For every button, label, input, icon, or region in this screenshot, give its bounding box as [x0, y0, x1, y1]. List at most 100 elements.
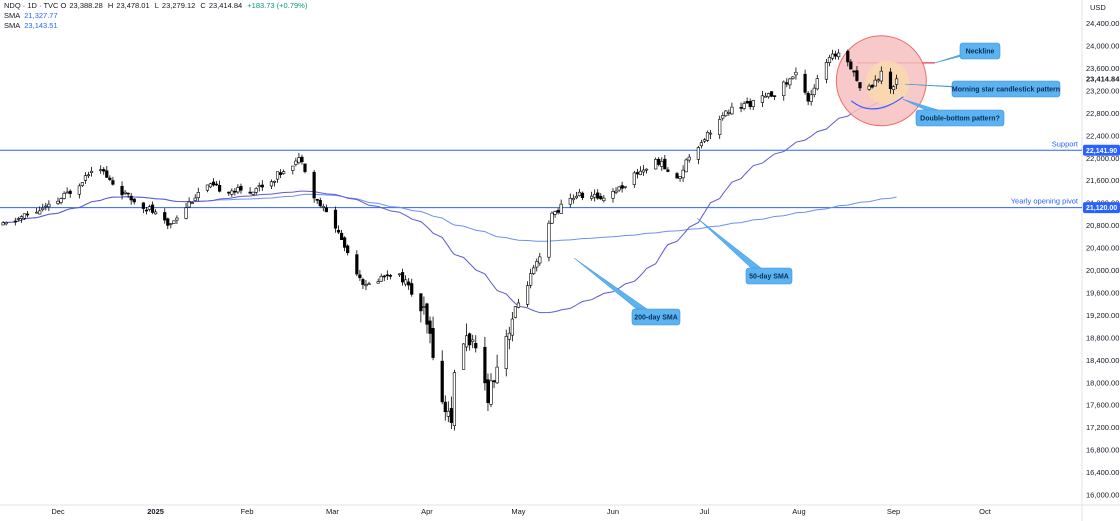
time-tick-label: Oct	[979, 507, 992, 516]
moving-averages	[3, 94, 897, 314]
candle-body	[83, 175, 88, 181]
candle-body	[812, 87, 816, 95]
time-tick-label: Jul	[700, 507, 710, 516]
candle-body	[1, 222, 5, 226]
time-tick-label: May	[511, 507, 525, 516]
candle-body	[77, 185, 81, 195]
candle-body	[855, 70, 859, 81]
candle-body	[809, 94, 813, 102]
candle-body	[827, 57, 832, 64]
candle-body	[248, 191, 252, 194]
candle-body	[876, 79, 880, 82]
candle-body	[385, 274, 389, 277]
candle-body	[321, 206, 325, 208]
candle-body	[236, 187, 240, 193]
candle-body	[815, 78, 819, 90]
price-tick-label: 16,800.00	[1086, 446, 1119, 455]
time-axis: Dec 2025 Feb Mar Apr May Jun Jul Aug Sep Oct	[51, 507, 991, 516]
candle-body	[837, 52, 841, 58]
candle-body	[324, 207, 328, 213]
neckline-callout-text: Neckline	[966, 49, 995, 56]
double-bottom-callout-box	[915, 109, 1005, 127]
close-label: C	[200, 1, 206, 10]
candle-body	[687, 156, 691, 161]
candle-body	[675, 173, 679, 179]
candles	[1, 49, 899, 431]
candle-body	[535, 261, 539, 268]
candle-body	[105, 170, 109, 178]
candle-body	[367, 283, 371, 286]
chart-header-ohlc: NDQ · 1D · TVC O 23,388.28 H 23,478.01 L 23…	[4, 1, 310, 11]
candle-body	[526, 285, 530, 305]
candle-body	[272, 181, 277, 183]
candle-body	[577, 191, 582, 197]
candle-body	[858, 82, 862, 89]
candle-body	[705, 131, 710, 141]
candle-body	[233, 190, 237, 193]
candle-body	[879, 70, 883, 82]
price-tick-label: 23,600.00	[1086, 64, 1119, 73]
candle-body	[547, 222, 551, 258]
candle-body	[461, 343, 466, 370]
price-tick-label: 17,600.00	[1086, 401, 1119, 410]
candle-body	[144, 209, 149, 212]
candle-body	[89, 170, 94, 173]
candle-body	[696, 147, 700, 160]
high-label: H	[107, 1, 114, 10]
price-tick-label: 19,200.00	[1086, 311, 1119, 320]
sma-legend-1[interactable]: SMA 21,327.77	[4, 11, 58, 21]
time-tick-label: Dec	[51, 507, 65, 516]
candle-body	[724, 110, 728, 117]
candle-body	[507, 332, 511, 340]
candle-body	[111, 180, 115, 185]
double-bottom-curve	[850, 96, 904, 110]
candle-body	[559, 203, 563, 214]
candle-body	[4, 222, 8, 225]
50-day-sma-callout-text: 50-day SMA	[749, 274, 789, 281]
candle-body	[580, 192, 585, 198]
candle-body	[126, 192, 130, 195]
callouts: Neckline Morning star candlestick pattern…	[573, 42, 1061, 326]
pivot-label: Yearly opening pivot	[1011, 197, 1079, 206]
candle-body	[602, 197, 606, 202]
candle-body	[708, 132, 713, 135]
price-tick-label: 16,000.00	[1086, 491, 1119, 500]
time-tick-label: Feb	[241, 507, 254, 516]
candle-body	[294, 160, 298, 165]
candle-body	[150, 204, 155, 213]
candle-body	[678, 176, 682, 179]
sma2-value: 23,143.51	[24, 21, 58, 30]
candle-body	[428, 320, 432, 334]
candle-body	[153, 211, 158, 215]
candle-body	[599, 195, 603, 200]
price-tick-label: 20,400.00	[1086, 244, 1119, 253]
candle-body	[318, 199, 322, 207]
sma-legend-2[interactable]: SMA 23,143.51	[4, 21, 58, 31]
candle-body	[208, 183, 213, 188]
candle-body	[739, 107, 743, 109]
candle-body	[681, 169, 685, 179]
open-value: 23,388.28	[69, 1, 103, 10]
candle-body	[269, 181, 274, 187]
candle-body	[571, 198, 575, 201]
candle-body	[431, 327, 435, 358]
candle-body	[641, 169, 646, 173]
candle-body	[35, 211, 39, 214]
candle-body	[214, 183, 219, 186]
candle-body	[187, 201, 191, 208]
candle-body	[782, 81, 786, 96]
candle-body	[169, 223, 173, 225]
candle-body	[568, 197, 572, 205]
candle-body	[593, 194, 597, 198]
candle-body	[611, 191, 615, 199]
candle-body	[343, 237, 347, 248]
candle-body	[849, 61, 853, 70]
price-tick-label: 24,000.00	[1086, 42, 1119, 51]
candle-body	[13, 220, 17, 223]
candle-body	[230, 190, 234, 195]
candle-body	[449, 408, 453, 423]
price-tick-label: 22,000.00	[1086, 154, 1119, 163]
candle-body	[303, 163, 307, 172]
